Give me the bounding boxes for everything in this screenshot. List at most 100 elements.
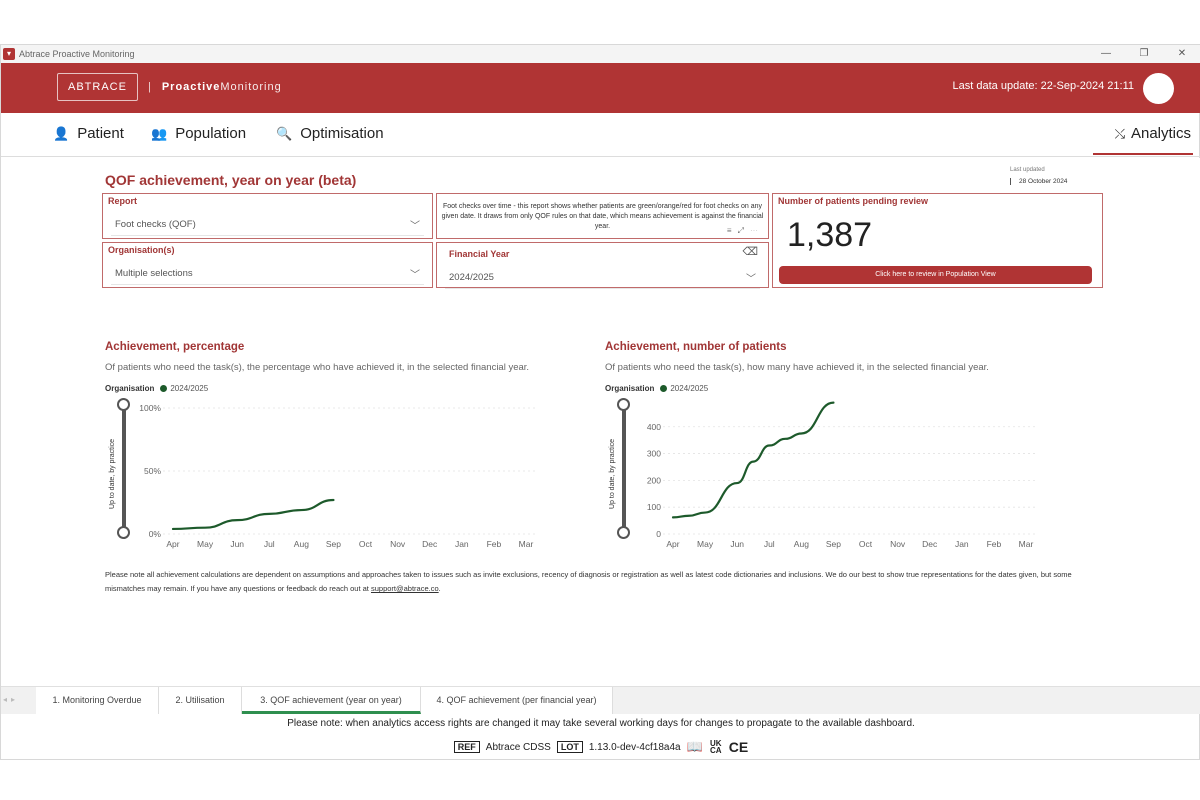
tab-utilisation[interactable]: 2. Utilisation — [159, 687, 242, 714]
report-description: Foot checks over time - this report show… — [436, 193, 769, 239]
tab-qof-year-on-year[interactable]: 3. QOF achievement (year on year) — [242, 687, 421, 714]
regulatory-footer: REF Abtrace CDSS LOT 1.13.0-dev-4cf18a4a… — [1, 739, 1200, 755]
slider-handle-bottom[interactable] — [617, 526, 630, 539]
x-tick-label: Nov — [890, 539, 906, 549]
abtrace-logo: ABTRACE — [57, 73, 138, 101]
chart1-legend: Organisation 2024/2025 — [105, 384, 208, 393]
disclaimer-note: Please note all achievement calculations… — [105, 568, 1105, 597]
x-tick-label: Dec — [922, 539, 938, 549]
dashboard: QOF achievement, year on year (beta) Las… — [1, 158, 1200, 688]
financial-year-label: Financial Year — [449, 249, 510, 259]
chart2-slider-label: Up to date, by practice — [609, 438, 616, 509]
x-tick-label: Jan — [455, 539, 469, 549]
last-updated-label: Last updated — [1010, 167, 1045, 173]
disclaimer-end: . — [438, 584, 441, 594]
nav-optimisation-label: Optimisation — [300, 125, 384, 142]
chart1-subtitle: Of patients who need the task(s), the pe… — [105, 362, 530, 373]
logo-separator: | — [147, 81, 152, 93]
last-updated-date: 28 October 2024 — [1010, 178, 1067, 185]
x-tick-label: Nov — [390, 539, 406, 549]
report-dropdown[interactable]: Foot checks (QOF) ﹀ — [111, 214, 424, 236]
window-titlebar: ▾ Abtrace Proactive Monitoring — ❐ ✕ — [1, 45, 1200, 63]
tab-scroll-arrows[interactable]: ◂▸ — [3, 695, 20, 704]
chart1-legend-series: 2024/2025 — [170, 384, 209, 393]
close-button[interactable]: ✕ — [1177, 48, 1187, 59]
x-tick-label: Mar — [519, 539, 534, 549]
organisation-label: Organisation(s) — [108, 245, 175, 255]
chart1-title: Achievement, percentage — [105, 341, 245, 353]
pending-review-label: Number of patients pending review — [778, 196, 929, 206]
chart2-plot: 0 100 200 300 400 Apr May Jun Jul Aug Sep Oct Nov Dec… — [647, 401, 1036, 549]
filter-icon[interactable]: ≡ — [726, 226, 738, 235]
chart2-legend-title: Organisation — [605, 384, 655, 393]
organisation-dropdown[interactable]: Multiple selections ﹀ — [111, 263, 424, 285]
chart2-subtitle: Of patients who need the task(s), how ma… — [605, 362, 989, 373]
x-tick-label: Sep — [326, 539, 341, 549]
slider-handle-top[interactable] — [617, 398, 630, 411]
tab-qof-per-financial-year[interactable]: 4. QOF achievement (per financial year) — [421, 687, 613, 714]
y-tick-label: 50% — [144, 466, 161, 476]
person-icon: 👤 — [53, 125, 70, 141]
chart1-range-slider[interactable] — [117, 398, 131, 539]
financial-year-dropdown[interactable]: 2024/2025 ﹀ — [445, 267, 760, 289]
analytics-icon: ⤯ — [1114, 125, 1125, 141]
main-nav: 👤 Patient 👥 Population 🔍 Optimisation ⤯ Anal… — [1, 113, 1200, 157]
report-value: Foot checks (QOF) — [115, 219, 196, 230]
app-header: ABTRACE | ProactiveMonitoring Last data … — [1, 63, 1200, 113]
review-population-button[interactable]: Click here to review in Population View — [779, 266, 1092, 284]
description-text: Foot checks over time - this report show… — [441, 203, 764, 231]
instructions-icon: 📖 — [686, 739, 703, 754]
nav-optimisation[interactable]: 🔍 Optimisation — [276, 125, 384, 142]
x-tick-label: Jan — [955, 539, 969, 549]
x-tick-label: Aug — [794, 539, 809, 549]
chevron-down-icon: ﹀ — [410, 270, 420, 281]
more-options-icon[interactable]: ⋯ — [750, 226, 764, 235]
y-tick-label: 300 — [647, 449, 661, 459]
report-label: Report — [108, 196, 137, 206]
product-name: ProactiveMonitoring — [161, 81, 282, 93]
y-tick-label: 200 — [647, 475, 661, 485]
focus-mode-icon[interactable]: ⤢ — [737, 226, 750, 235]
tab-monitoring-overdue[interactable]: 1. Monitoring Overdue — [36, 687, 159, 714]
ref-symbol: REF — [453, 741, 480, 753]
ukca-mark: UK CA — [709, 738, 722, 755]
user-search-icon: 🔍 — [276, 125, 293, 141]
x-tick-label: Oct — [859, 539, 873, 549]
x-tick-label: Apr — [166, 539, 179, 549]
chart2-legend: Organisation 2024/2025 — [605, 384, 708, 393]
support-email-link[interactable]: support@abtrace.co — [370, 584, 439, 594]
y-tick-label: 100% — [139, 403, 161, 413]
chart1-plot: 0% 50% 100% Apr May Jun Jul Aug Sep Oct Nov Dec Jan F… — [139, 403, 536, 549]
chart2-range-slider[interactable] — [617, 398, 631, 539]
chevron-down-icon: ﹀ — [746, 274, 756, 285]
nav-patient-label: Patient — [77, 125, 124, 142]
minimize-button[interactable]: — — [1101, 48, 1111, 59]
x-tick-label: Jul — [764, 539, 775, 549]
ref-text: Abtrace CDSS — [485, 741, 551, 753]
x-tick-label: May — [197, 539, 214, 549]
x-tick-label: Jul — [264, 539, 275, 549]
chart1-legend-title: Organisation — [105, 384, 155, 393]
page-title: QOF achievement, year on year (beta) — [105, 172, 357, 188]
eraser-icon[interactable]: ⌫ — [742, 246, 758, 258]
x-tick-label: Aug — [294, 539, 309, 549]
last-data-update: Last data update: 22-Sep-2024 21:11 — [952, 80, 1134, 92]
nav-analytics[interactable]: ⤯ Analytics — [1115, 125, 1191, 142]
avatar[interactable] — [1143, 73, 1174, 104]
slider-handle-top[interactable] — [117, 398, 130, 411]
disclaimer-text: Please note all achievement calculations… — [105, 570, 1072, 594]
lot-text: 1.13.0-dev-4cf18a4a — [588, 741, 681, 753]
nav-patient[interactable]: 👤 Patient — [53, 125, 124, 142]
pending-review-card: Number of patients pending review 1,387 … — [772, 193, 1103, 288]
slider-track — [122, 404, 126, 529]
nav-population[interactable]: 👥 Population — [151, 125, 246, 142]
x-tick-label: Dec — [422, 539, 438, 549]
x-tick-label: Jun — [730, 539, 744, 549]
app-icon: ▾ — [3, 48, 15, 60]
logo: ABTRACE | ProactiveMonitoring — [57, 73, 282, 101]
maximize-button[interactable]: ❐ — [1139, 48, 1149, 59]
group-icon: 👥 — [151, 125, 168, 141]
series-line — [171, 498, 335, 531]
chart2-title: Achievement, number of patients — [605, 341, 787, 353]
slider-handle-bottom[interactable] — [117, 526, 130, 539]
